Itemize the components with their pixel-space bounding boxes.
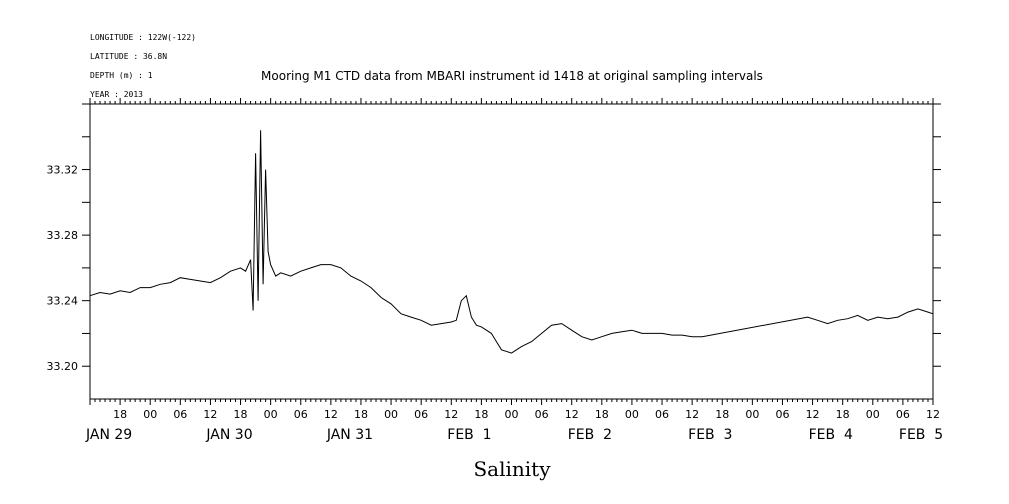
x-hour-label: 12: [203, 408, 217, 421]
x-hour-label: 00: [505, 408, 519, 421]
x-hour-label: 00: [384, 408, 398, 421]
plot-frame: [89, 103, 934, 400]
x-hour-label: 06: [535, 408, 549, 421]
x-day-label: JAN 31: [326, 427, 373, 443]
x-day-label: FEB 5: [899, 427, 943, 443]
chart-title: Mooring M1 CTD data from MBARI instrumen…: [261, 69, 763, 83]
metadata-block: LONGITUDE : 122W(-122) LATITUDE : 36.8N …: [90, 23, 196, 109]
x-hour-label: 18: [354, 408, 368, 421]
depth-label: DEPTH (m) : 1: [90, 70, 153, 80]
latitude-label: LATITUDE : 36.8N: [90, 51, 168, 61]
x-day-label: FEB 1: [447, 427, 491, 443]
x-hour-label: 12: [806, 408, 820, 421]
x-hour-label: 00: [745, 408, 759, 421]
x-hour-label: 00: [143, 408, 157, 421]
x-tick-labels: 18 00 06 12 18 00 06 12 18 00 06 12 18 00 06 12 18 00 06 12…: [113, 408, 940, 421]
x-hour-label: 18: [715, 408, 729, 421]
x-day-labels: JAN 29 JAN 30 JAN 31 FEB 1 FEB 2 FEB 3 FEB 4 FE…: [85, 427, 943, 443]
x-hour-label: 18: [836, 408, 850, 421]
x-day-label: FEB 4: [809, 427, 853, 443]
x-hour-label: 12: [444, 408, 458, 421]
x-hour-label: 06: [775, 408, 789, 421]
x-hour-label: 12: [926, 408, 940, 421]
x-hour-label: 06: [414, 408, 428, 421]
y-tick-label: 33.20: [47, 360, 79, 373]
year-label: YEAR : 2013: [90, 89, 143, 99]
x-hour-label: 18: [595, 408, 609, 421]
x-hour-label: 06: [896, 408, 910, 421]
y-tick-label: 33.32: [47, 164, 79, 177]
x-day-label: JAN 30: [205, 427, 252, 443]
x-hour-label: 06: [173, 408, 187, 421]
longitude-label: LONGITUDE : 122W(-122): [90, 32, 196, 42]
y-tick-label: 33.28: [47, 229, 79, 242]
x-hour-label: 12: [685, 408, 699, 421]
x-day-label: JAN 29: [85, 427, 132, 443]
x-hour-label: 06: [655, 408, 669, 421]
x-axis-label: Salinity: [473, 457, 551, 481]
y-tick-labels: 33.20 33.24 33.28 33.32: [47, 164, 79, 374]
x-hour-label: 00: [866, 408, 880, 421]
x-hour-label: 00: [625, 408, 639, 421]
axis-ticks: [82, 98, 941, 405]
x-day-label: FEB 2: [568, 427, 612, 443]
y-tick-label: 33.24: [47, 295, 79, 308]
x-hour-label: 18: [113, 408, 127, 421]
x-hour-label: 12: [324, 408, 338, 421]
x-hour-label: 18: [234, 408, 248, 421]
x-hour-label: 12: [565, 408, 579, 421]
x-hour-label: 06: [294, 408, 308, 421]
salinity-series-line: [89, 130, 934, 354]
x-hour-label: 00: [264, 408, 278, 421]
x-day-label: FEB 3: [688, 427, 732, 443]
x-hour-label: 18: [474, 408, 488, 421]
